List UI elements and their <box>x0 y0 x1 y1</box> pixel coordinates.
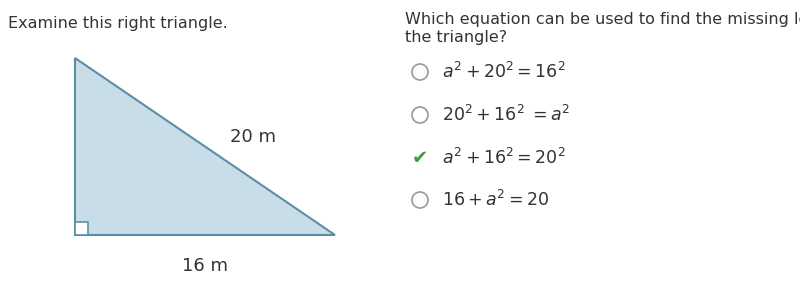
Text: Which equation can be used to find the missing leg in: Which equation can be used to find the m… <box>405 12 800 27</box>
Polygon shape <box>75 222 88 235</box>
Text: $20^2 + 16^2\;= a^2$: $20^2 + 16^2\;= a^2$ <box>442 105 570 125</box>
Text: the triangle?: the triangle? <box>405 30 507 45</box>
Text: 16 m: 16 m <box>182 257 228 275</box>
Text: ✔: ✔ <box>412 149 428 167</box>
Text: Examine this right triangle.: Examine this right triangle. <box>8 16 228 31</box>
Text: 20 m: 20 m <box>230 127 276 145</box>
Text: $a^2 + 20^2 = 16^2$: $a^2 + 20^2 = 16^2$ <box>442 62 566 82</box>
Text: $16 + a^2 = 20$: $16 + a^2 = 20$ <box>442 190 550 210</box>
Polygon shape <box>75 58 335 235</box>
Text: $a^2 + 16^2 =20^2$: $a^2 + 16^2 =20^2$ <box>442 148 566 168</box>
